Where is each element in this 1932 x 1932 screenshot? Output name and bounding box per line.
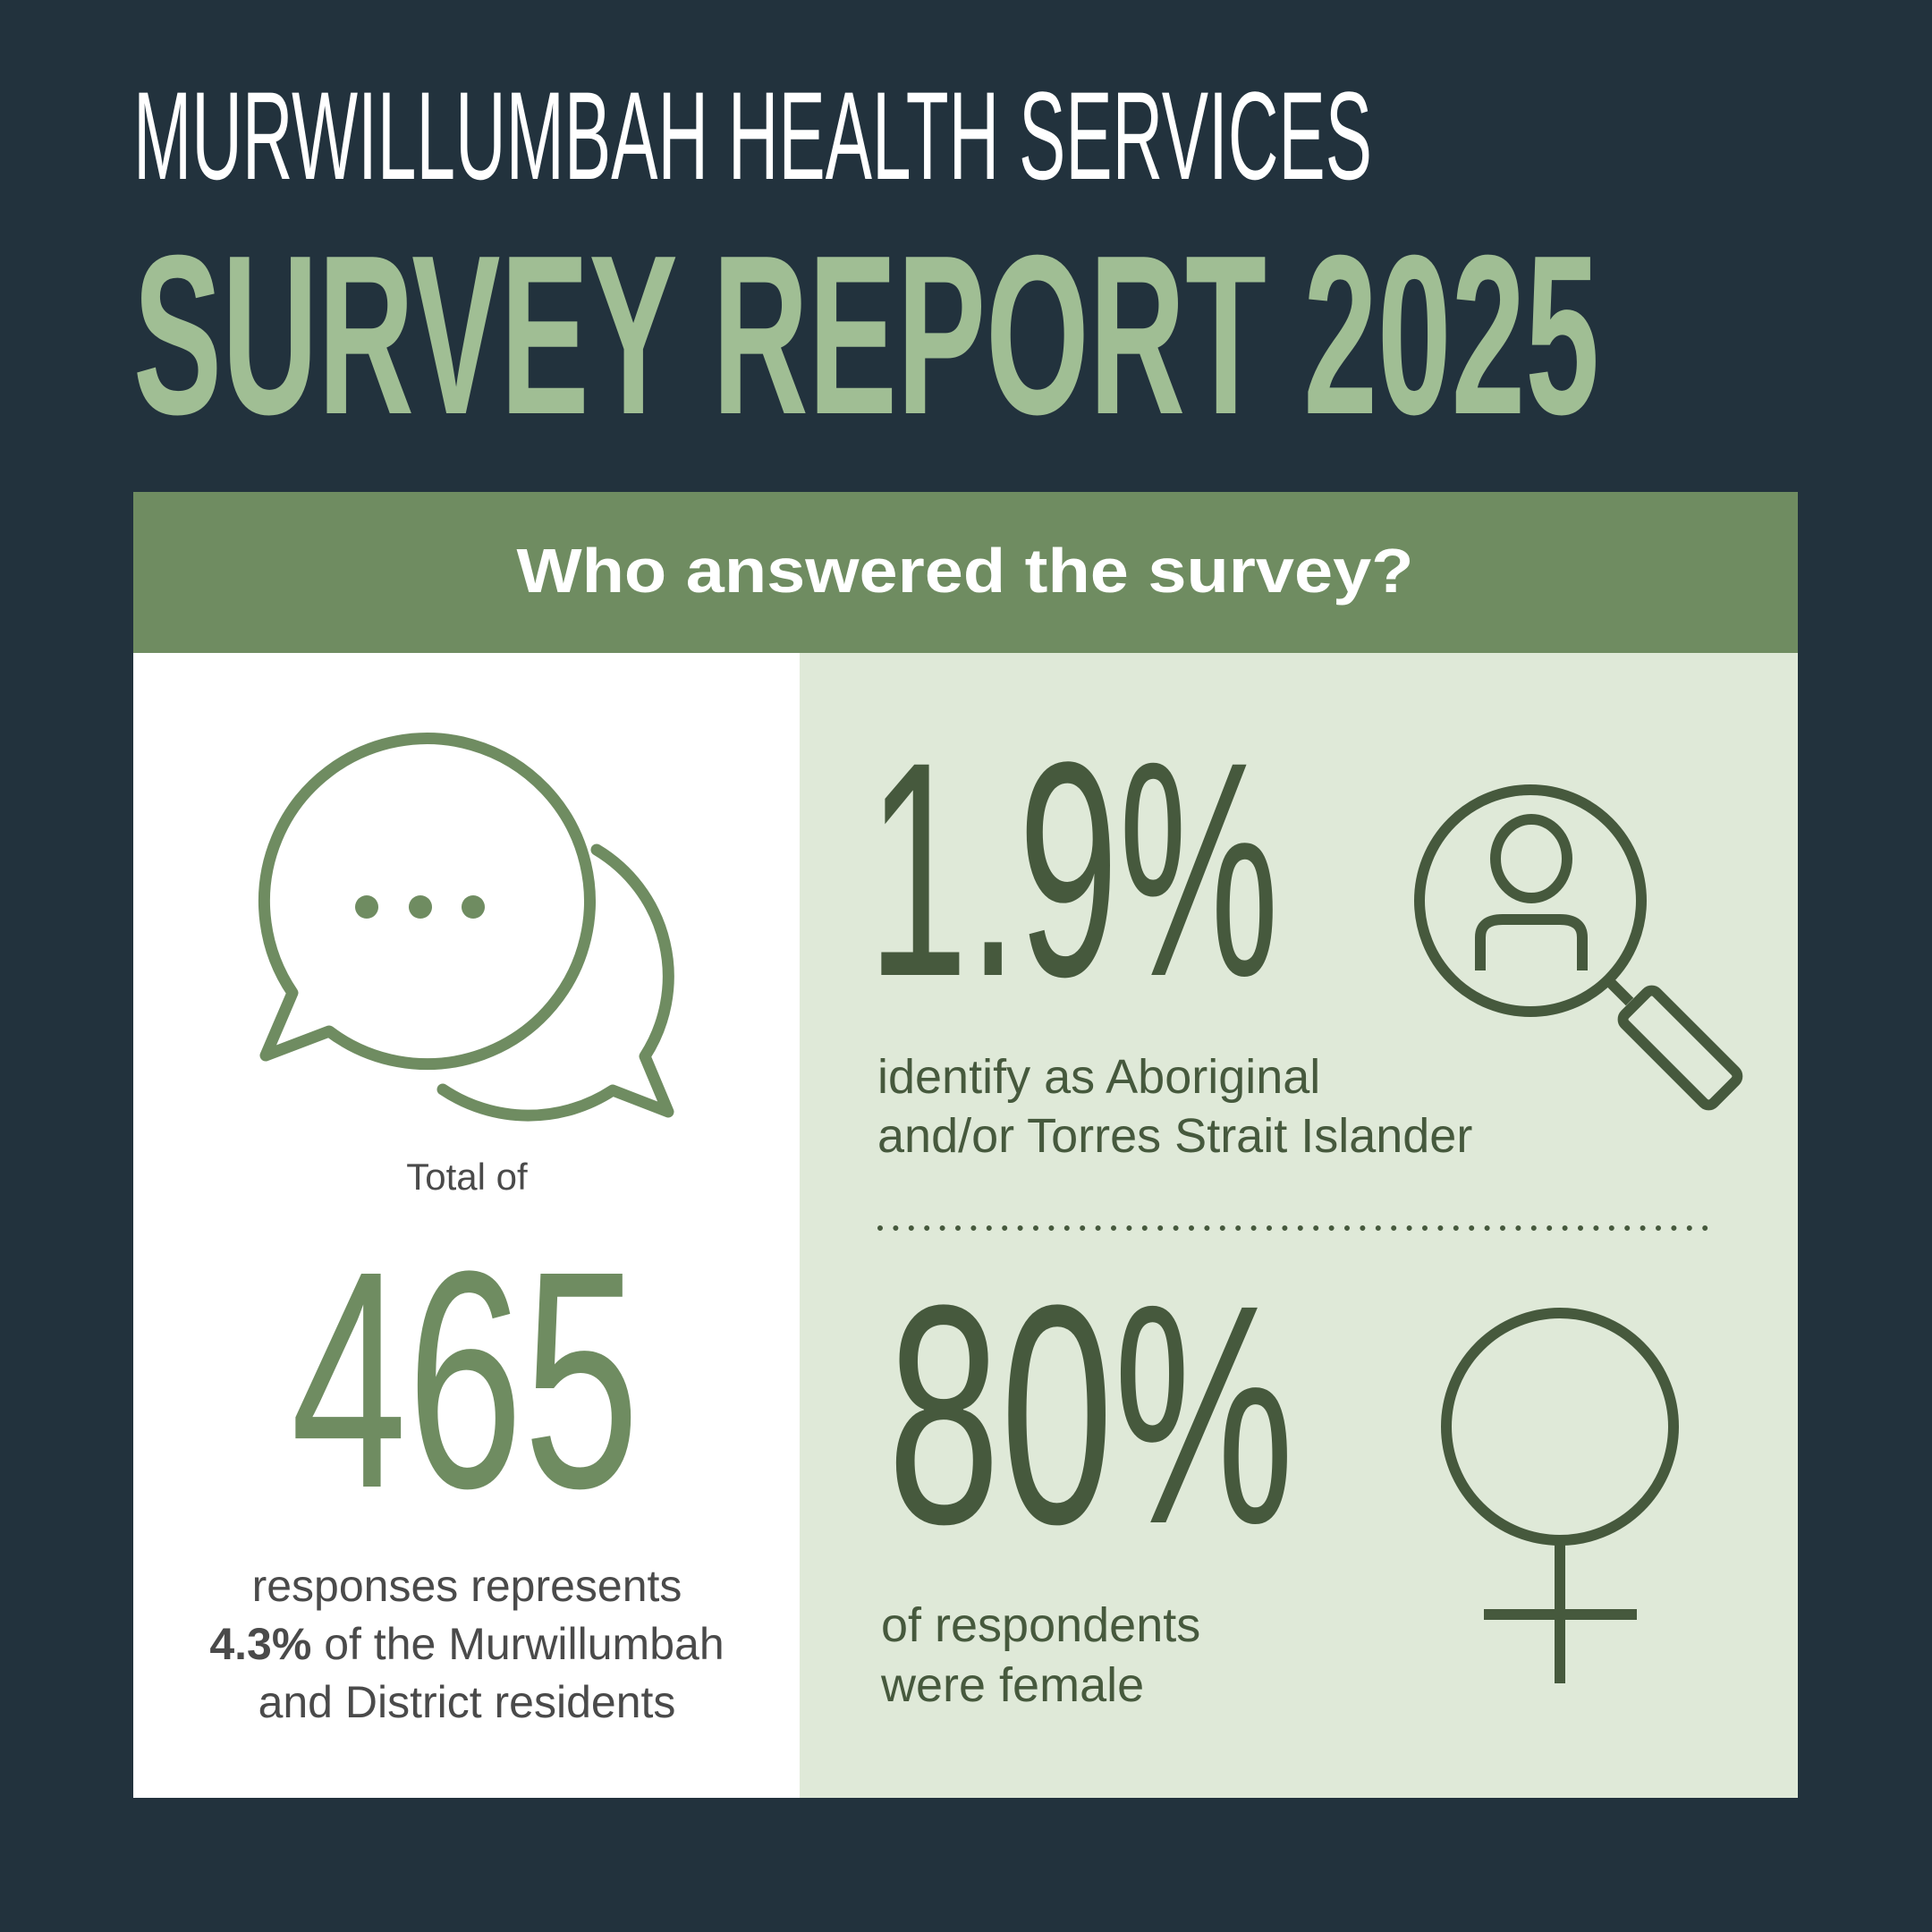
person-search-icon (1414, 784, 1743, 1111)
percentage-residents: 4.3% (209, 1619, 311, 1669)
responses-line2-rest: of the Murwillumbah (311, 1619, 724, 1669)
total-of-label: Total of (406, 1156, 528, 1198)
female-symbol-icon (1441, 1308, 1679, 1683)
responses-line3: and District residents (258, 1677, 676, 1727)
aboriginal-line2: and/or Torres Strait Islander (877, 1109, 1472, 1163)
aboriginal-percentage: 1.9% (868, 699, 1279, 1040)
section-title: Who answered the survey? (517, 536, 1414, 606)
aboriginal-line1: identify as Aboriginal (877, 1050, 1320, 1104)
female-line2: were female (880, 1658, 1144, 1712)
chat-bubbles-icon (258, 733, 674, 1122)
title-line1: MURWILLUMBAH HEALTH SERVICES (133, 65, 1372, 206)
responses-line2: 4.3% of the Murwillumbah (209, 1619, 724, 1669)
responses-panel (133, 653, 800, 1798)
female-line1: of respondents (881, 1598, 1200, 1652)
responses-line1: responses represents (252, 1561, 682, 1611)
female-percentage: 80% (887, 1240, 1294, 1589)
response-count: 465 (291, 1208, 640, 1553)
title-line2: SURVEY REPORT 2025 (133, 208, 1599, 462)
section-header-bar (133, 492, 1798, 653)
